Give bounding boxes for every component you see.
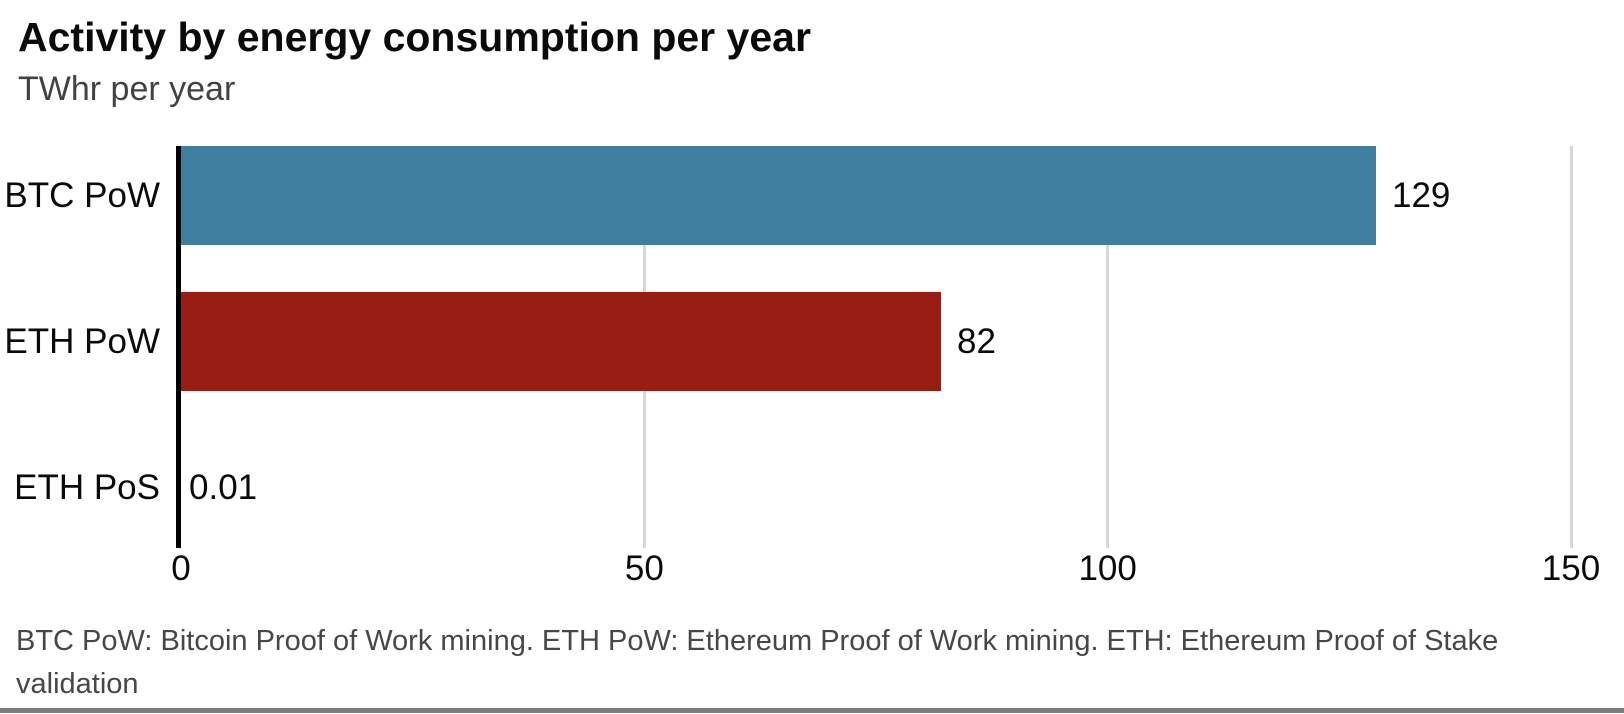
gridline-100: [1106, 146, 1110, 548]
chart-footnote: BTC PoW: Bitcoin Proof of Work mining. E…: [16, 620, 1616, 706]
plot-area: 129 82 0.01: [176, 146, 1573, 548]
gridline-150: [1569, 146, 1573, 548]
category-label-btc-pow: BTC PoW: [4, 175, 160, 215]
value-label-btc-pow: 129: [1392, 175, 1451, 215]
x-tick-label-100: 100: [1078, 549, 1137, 588]
chart-title: Activity by energy consumption per year: [18, 14, 811, 60]
x-tick-label-50: 50: [624, 549, 664, 588]
chart-subtitle: TWhr per year: [18, 70, 236, 108]
category-axis: BTC PoW ETH PoW ETH PoS: [0, 146, 160, 537]
bottom-divider: [0, 708, 1624, 713]
footnote-line-2: validation: [16, 668, 139, 700]
bar-btc-pow: [181, 146, 1376, 245]
category-label-eth-pow: ETH PoW: [4, 321, 160, 361]
bar-eth-pow: [181, 292, 941, 391]
x-axis-tick-labels: 0 50 100 150: [171, 549, 1600, 593]
x-tick-label-0: 0: [171, 549, 191, 588]
category-label-eth-pos: ETH PoS: [14, 467, 160, 507]
x-tick-label-150: 150: [1541, 549, 1601, 588]
value-label-eth-pow: 82: [957, 321, 996, 361]
value-label-eth-pos: 0.01: [189, 467, 258, 507]
y-axis-line: [176, 146, 181, 548]
footnote-line-1: BTC PoW: Bitcoin Proof of Work mining. E…: [16, 625, 1499, 657]
